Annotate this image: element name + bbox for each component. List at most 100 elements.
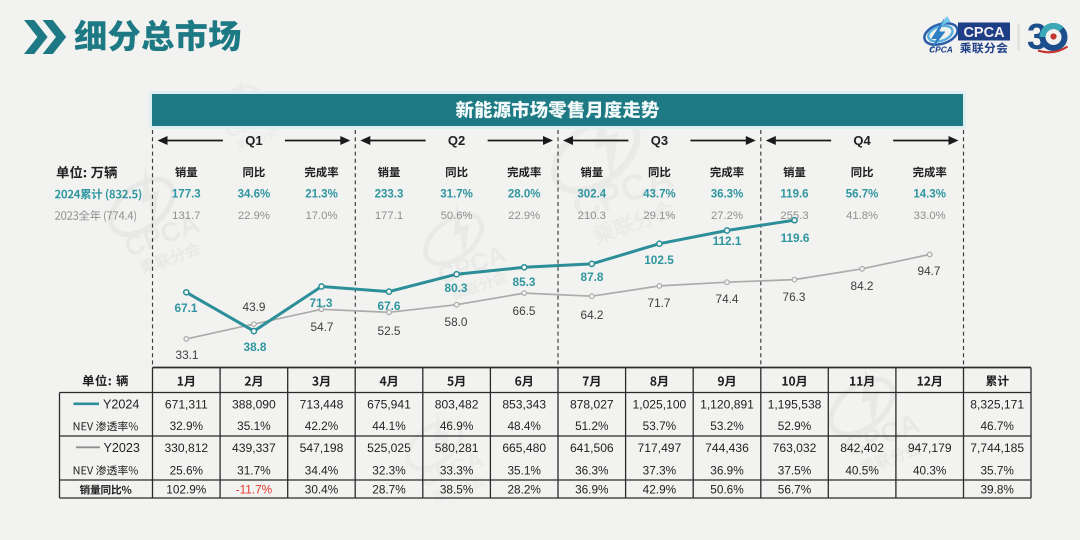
svg-text:43.9: 43.9 — [243, 300, 266, 314]
svg-text:177.1: 177.1 — [375, 210, 403, 222]
svg-text:32.9%: 32.9% — [170, 419, 204, 433]
svg-text:58.0: 58.0 — [445, 315, 468, 329]
svg-text:119.6: 119.6 — [780, 188, 808, 200]
svg-text:35.7%: 35.7% — [980, 463, 1014, 477]
svg-text:44.1%: 44.1% — [372, 419, 406, 433]
svg-text:14.3%: 14.3% — [913, 188, 946, 200]
svg-text:547,198: 547,198 — [300, 441, 344, 455]
svg-text:32.3%: 32.3% — [372, 463, 406, 477]
svg-text:76.3: 76.3 — [783, 290, 806, 304]
svg-text:37.3%: 37.3% — [643, 463, 677, 477]
svg-text:36.9%: 36.9% — [710, 463, 744, 477]
svg-text:54.7: 54.7 — [311, 320, 334, 334]
svg-text:713,448: 713,448 — [300, 397, 344, 411]
svg-text:763,032: 763,032 — [773, 441, 817, 455]
svg-text:31.7%: 31.7% — [237, 463, 271, 477]
svg-text:671,311: 671,311 — [165, 397, 208, 411]
svg-text:210.3: 210.3 — [578, 210, 606, 222]
svg-text:71.7: 71.7 — [648, 296, 671, 310]
svg-text:43.7%: 43.7% — [643, 188, 676, 200]
svg-text:22.9%: 22.9% — [508, 210, 540, 222]
svg-text:Q1: Q1 — [245, 133, 262, 148]
svg-text:641,506: 641,506 — [570, 441, 614, 455]
svg-text:39.8%: 39.8% — [980, 483, 1014, 497]
svg-text:66.5: 66.5 — [513, 304, 536, 318]
svg-text:41.8%: 41.8% — [846, 210, 878, 222]
svg-text:30.4%: 30.4% — [305, 483, 339, 497]
svg-text:Q3: Q3 — [651, 133, 668, 148]
svg-text:33.0%: 33.0% — [914, 210, 946, 222]
svg-text:84.2: 84.2 — [851, 279, 874, 293]
svg-text:7,744,185: 7,744,185 — [970, 441, 1024, 455]
svg-text:52.5: 52.5 — [378, 324, 401, 338]
svg-text:1,195,538: 1,195,538 — [768, 397, 822, 411]
svg-text:112.1: 112.1 — [713, 234, 742, 248]
svg-text:42.2%: 42.2% — [305, 419, 339, 433]
svg-text:803,482: 803,482 — [435, 397, 479, 411]
svg-text:177.3: 177.3 — [172, 188, 201, 200]
svg-text:29.1%: 29.1% — [643, 210, 675, 222]
svg-text:330,812: 330,812 — [164, 441, 208, 455]
svg-text:22.9%: 22.9% — [238, 210, 270, 222]
svg-text:42.9%: 42.9% — [643, 483, 677, 497]
svg-text:675,941: 675,941 — [367, 397, 411, 411]
svg-text:33.1: 33.1 — [176, 348, 199, 362]
svg-text:34.4%: 34.4% — [305, 463, 339, 477]
svg-text:8,325,171: 8,325,171 — [970, 397, 1024, 411]
svg-text:131.7: 131.7 — [172, 210, 200, 222]
svg-text:56.7%: 56.7% — [778, 483, 812, 497]
svg-text:46.7%: 46.7% — [980, 419, 1014, 433]
svg-text:102.5: 102.5 — [644, 253, 674, 267]
svg-text:302.4: 302.4 — [577, 188, 606, 200]
svg-text:67.6: 67.6 — [378, 299, 401, 313]
svg-text:40.3%: 40.3% — [913, 463, 947, 477]
svg-text:665,480: 665,480 — [502, 441, 546, 455]
svg-text:71.3: 71.3 — [310, 296, 333, 310]
svg-text:35.1%: 35.1% — [237, 419, 271, 433]
svg-text:40.5%: 40.5% — [845, 463, 879, 477]
svg-text:525,025: 525,025 — [367, 441, 411, 455]
svg-text:25.6%: 25.6% — [170, 463, 204, 477]
svg-text:37.5%: 37.5% — [778, 463, 812, 477]
svg-text:119.6: 119.6 — [781, 231, 810, 245]
svg-text:102.9%: 102.9% — [166, 483, 207, 497]
svg-text:28.2%: 28.2% — [507, 483, 541, 497]
svg-text:17.0%: 17.0% — [305, 210, 337, 222]
svg-text:580,281: 580,281 — [435, 441, 479, 455]
svg-text:3: 3 — [1027, 16, 1047, 57]
svg-text:947,179: 947,179 — [908, 441, 952, 455]
svg-text:46.9%: 46.9% — [440, 419, 474, 433]
svg-text:255.3: 255.3 — [780, 210, 808, 222]
svg-text:1,120,891: 1,120,891 — [700, 397, 754, 411]
svg-text:50.6%: 50.6% — [710, 483, 744, 497]
svg-text:94.7: 94.7 — [918, 264, 941, 278]
svg-text:85.3: 85.3 — [513, 275, 536, 289]
svg-text:Q4: Q4 — [853, 133, 871, 148]
svg-text:35.1%: 35.1% — [507, 463, 541, 477]
svg-text:842,402: 842,402 — [840, 441, 884, 455]
svg-text:38.8: 38.8 — [244, 340, 267, 354]
svg-text:36.3%: 36.3% — [575, 463, 609, 477]
svg-text:Q2: Q2 — [448, 133, 465, 148]
svg-text:233.3: 233.3 — [375, 188, 404, 200]
svg-text:64.2: 64.2 — [581, 308, 604, 322]
svg-text:48.4%: 48.4% — [507, 419, 541, 433]
svg-text:27.2%: 27.2% — [711, 210, 743, 222]
svg-text:717,497: 717,497 — [638, 441, 682, 455]
svg-text:Y2023: Y2023 — [104, 441, 140, 455]
svg-text:36.9%: 36.9% — [575, 483, 609, 497]
svg-text:53.2%: 53.2% — [710, 419, 744, 433]
svg-text:-11.7%: -11.7% — [236, 483, 273, 497]
svg-text:878,027: 878,027 — [570, 397, 614, 411]
svg-text:744,436: 744,436 — [705, 441, 749, 455]
svg-text:31.7%: 31.7% — [440, 188, 473, 200]
svg-text:1,025,100: 1,025,100 — [632, 397, 686, 411]
svg-text:28.7%: 28.7% — [372, 483, 406, 497]
svg-text:33.3%: 33.3% — [440, 463, 474, 477]
svg-text:CPCA: CPCA — [929, 45, 953, 55]
svg-text:51.2%: 51.2% — [575, 419, 609, 433]
svg-text:87.8: 87.8 — [581, 270, 604, 284]
svg-text:CPCA: CPCA — [963, 25, 1005, 41]
svg-text:853,343: 853,343 — [502, 397, 546, 411]
svg-text:80.3: 80.3 — [445, 281, 468, 295]
